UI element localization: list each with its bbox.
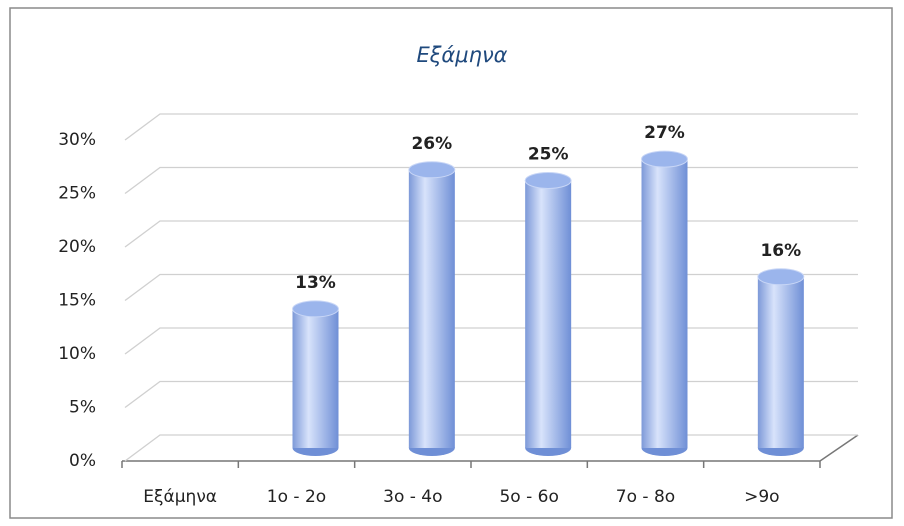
y-tick-label: 25% (58, 184, 96, 204)
bar-top (641, 150, 688, 168)
y-tick-label: 10% (58, 344, 96, 364)
bar-top (292, 300, 339, 318)
value-label: 25% (528, 145, 569, 165)
value-label: 13% (295, 273, 336, 293)
bar (757, 268, 805, 456)
y-tick-label: 15% (58, 291, 96, 311)
grid-line (124, 380, 858, 409)
value-label: 27% (644, 123, 685, 143)
grid-line (124, 434, 858, 462)
value-label: 26% (411, 134, 452, 154)
y-tick-label: 30% (58, 130, 96, 150)
bar (641, 150, 688, 456)
bar-body (641, 159, 688, 448)
bar-top (757, 268, 805, 286)
chart-title: Εξάμηνα (416, 43, 507, 67)
grid-line (124, 327, 858, 355)
value-label: 16% (760, 241, 801, 261)
y-tick-label: 0% (69, 451, 96, 471)
x-tick-label: >9ο (744, 487, 779, 507)
y-tick-label: 20% (58, 237, 96, 257)
bar (524, 172, 572, 456)
grid-line (124, 273, 858, 302)
x-tick-label: Εξάμηνα (143, 487, 217, 507)
x-tick-label: 5ο - 6ο (499, 487, 558, 507)
bar-body (408, 169, 455, 449)
bar (408, 161, 456, 456)
x-tick-label: 3ο - 4ο (383, 487, 442, 507)
bar (292, 300, 339, 456)
grid-line (124, 220, 858, 248)
bar-body (292, 308, 339, 448)
bar-body (525, 180, 572, 448)
grid-line (124, 113, 858, 141)
x-tick-label: 1ο - 2ο (267, 487, 326, 507)
bar-body (757, 276, 804, 448)
bar-top (408, 161, 456, 179)
y-tick-label: 5% (69, 398, 96, 418)
x-tick-label: 7ο - 8ο (616, 487, 675, 507)
bar-top (524, 172, 572, 189)
grid-line (124, 166, 858, 195)
